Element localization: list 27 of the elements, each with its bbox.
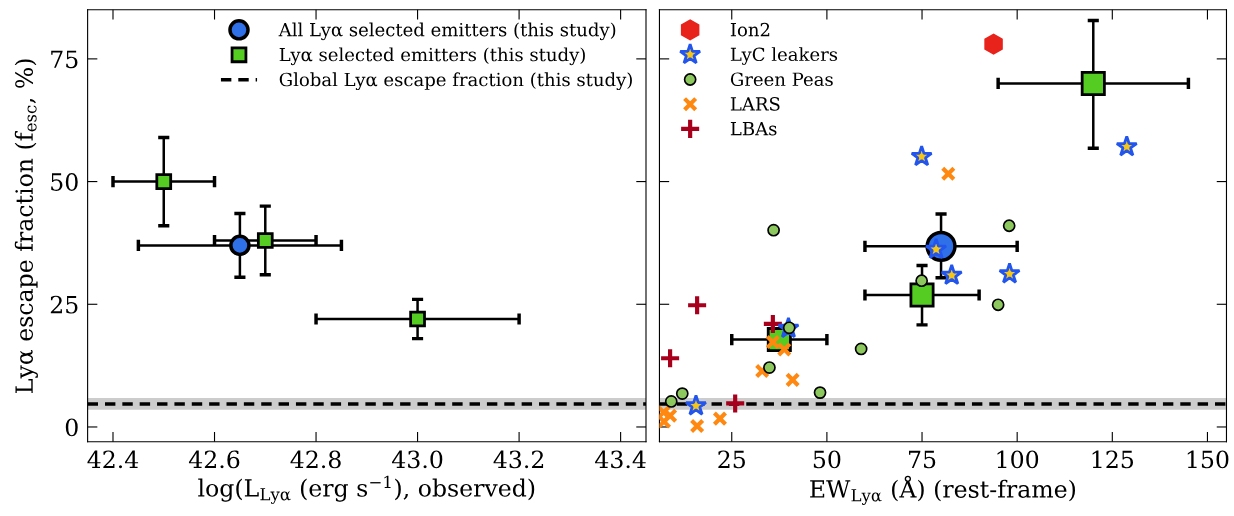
- x-tick-label: 100: [997, 450, 1039, 469]
- x-tick-label: 150: [1187, 450, 1229, 469]
- legend-label: All Lyα selected emitters (this study): [278, 22, 616, 41]
- x-tick-label: 43.4: [595, 450, 646, 469]
- x-axis-title: EW$_{Lyα}$ (Å) (rest-frame): [810, 475, 1075, 505]
- x-tick-label: 75: [908, 450, 936, 469]
- y-axis-title: Lyα escape fraction (f$_{esc}$, %): [14, 59, 38, 393]
- x-tick-label: 43.0: [392, 450, 443, 469]
- legend-label: LyC leakers: [730, 47, 838, 65]
- y-tick-label: 0: [65, 418, 78, 437]
- legend-label: Ion2: [730, 22, 770, 37]
- x-tick-label: 42.6: [188, 450, 240, 469]
- x-tick-label: 50: [813, 450, 841, 469]
- legend-label: Lyα selected emitters (this study): [279, 47, 585, 66]
- x-tick-label: 42.4: [87, 450, 139, 469]
- legend-label: Global Lyα escape fraction (this study): [279, 72, 632, 91]
- y-tick-label: 75: [51, 50, 78, 69]
- y-tick-label: 25: [50, 295, 78, 314]
- x-tick-label: 125: [1092, 450, 1134, 469]
- legend-label: LARS: [730, 97, 780, 111]
- x-tick-label: 42.8: [290, 450, 341, 469]
- x-axis-title: log(L$_{Lyα}$ (erg s$^{−1}$), observed): [198, 475, 535, 504]
- legend-label: LBAs: [730, 122, 777, 136]
- x-tick-label: 25: [718, 450, 745, 469]
- legend-label: Green Peas: [730, 72, 833, 87]
- y-tick-label: 50: [51, 173, 78, 191]
- x-tick-label: 43.2: [493, 450, 544, 469]
